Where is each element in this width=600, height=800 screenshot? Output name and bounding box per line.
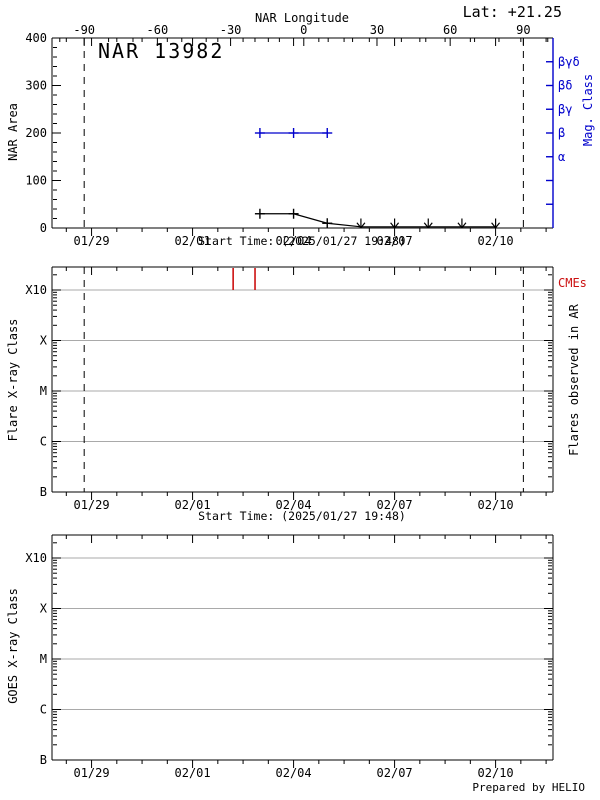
start-time-label-1: Start Time: (2025/01/27 19:48)	[198, 234, 406, 248]
svg-text:02/01: 02/01	[175, 234, 211, 248]
svg-text:0: 0	[40, 221, 47, 235]
svg-text:100: 100	[25, 174, 47, 188]
svg-text:β: β	[558, 126, 565, 140]
svg-text:02/07: 02/07	[377, 766, 413, 780]
panel-nar-area: 0 100 200 300 400 -90 -60 -30 0 30 60 90 αβ βγ βδ βγδ 01…	[25, 23, 579, 248]
svg-text:C: C	[40, 703, 47, 717]
svg-text:400: 400	[25, 31, 47, 45]
svg-text:02/04: 02/04	[276, 498, 312, 512]
svg-text:02/04: 02/04	[276, 234, 312, 248]
svg-text:M: M	[40, 384, 47, 398]
svg-text:60: 60	[443, 23, 457, 37]
svg-text:X: X	[40, 602, 48, 616]
cmes-label: CMEs	[558, 276, 587, 290]
svg-text:X10: X10	[25, 551, 47, 565]
panel-goes-xray: B C M X X10 01/29 02/01 02/04 02/07 02/10	[25, 534, 554, 780]
svg-text:βδ: βδ	[558, 79, 572, 93]
svg-text:200: 200	[25, 126, 47, 140]
nar-area-axis-label: NAR Area	[6, 103, 20, 161]
svg-text:βγδ: βγδ	[558, 55, 580, 69]
svg-text:02/01: 02/01	[175, 498, 211, 512]
flare-class-axis-label: Flare X-ray Class	[6, 318, 20, 442]
svg-text:M: M	[40, 652, 47, 666]
svg-text:01/29: 01/29	[73, 234, 109, 248]
page-title: NAR 13982	[98, 39, 225, 63]
svg-text:βγ: βγ	[558, 102, 572, 116]
svg-text:02/01: 02/01	[175, 766, 211, 780]
mag-class-axis-label: Mag. Class	[581, 73, 595, 147]
svg-text:02/10: 02/10	[478, 498, 514, 512]
svg-text:90: 90	[516, 23, 530, 37]
svg-text:-90: -90	[73, 23, 95, 37]
svg-text:02/10: 02/10	[478, 234, 514, 248]
svg-text:C: C	[40, 435, 47, 449]
start-time-label-2: Start Time: (2025/01/27 19:48)	[198, 509, 406, 523]
credit-label: Prepared by HELIO	[472, 781, 585, 794]
svg-text:B: B	[40, 485, 47, 499]
svg-text:30: 30	[370, 23, 384, 37]
svg-text:X10: X10	[25, 283, 47, 297]
svg-text:02/04: 02/04	[276, 766, 312, 780]
svg-text:02/07: 02/07	[377, 498, 413, 512]
top-axis-title: NAR Longitude	[255, 11, 349, 25]
svg-text:B: B	[40, 753, 47, 767]
goes-class-axis-label: GOES X-ray Class	[6, 588, 20, 704]
svg-text:02/07: 02/07	[377, 234, 413, 248]
latitude-label: Lat: +21.25	[462, 3, 562, 21]
svg-text:01/29: 01/29	[73, 766, 109, 780]
svg-text:300: 300	[25, 79, 47, 93]
svg-text:α: α	[558, 150, 565, 164]
svg-text:-30: -30	[220, 23, 242, 37]
panel-flare-xray: B C M X X10 01/29 02/01 02/04 02/07 02/10	[25, 266, 554, 512]
svg-text:02/10: 02/10	[478, 766, 514, 780]
svg-text:01/29: 01/29	[73, 498, 109, 512]
flares-observed-label: Flares observed in AR	[567, 304, 581, 456]
svg-text:0: 0	[300, 23, 307, 37]
svg-text:X: X	[40, 334, 48, 348]
svg-text:-60: -60	[147, 23, 169, 37]
